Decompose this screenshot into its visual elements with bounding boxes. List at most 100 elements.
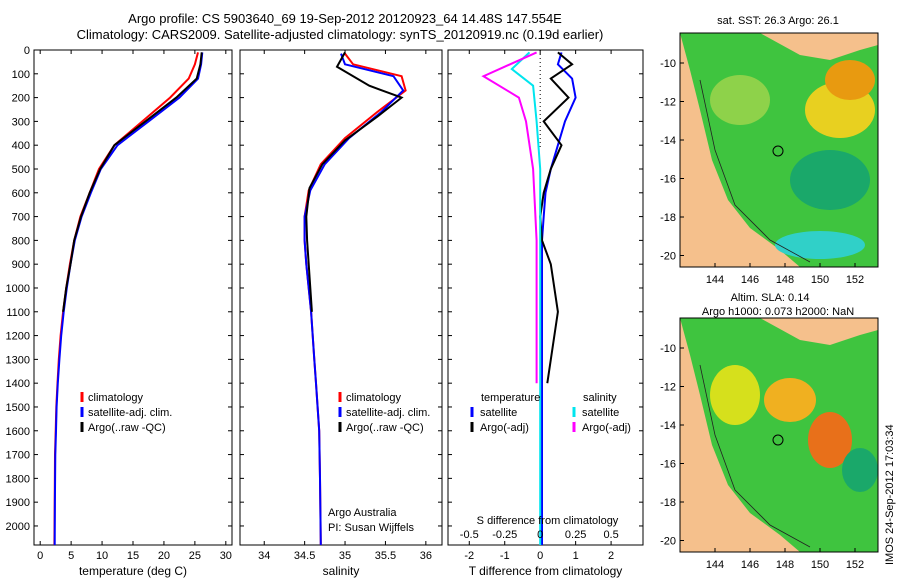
x-tick-label: 20 (158, 550, 170, 562)
sst-map-cold-patch (775, 231, 865, 259)
figure-title-line1: Argo profile: CS 5903640_69 19-Sep-2012 … (128, 11, 562, 26)
sla-map-frame (679, 317, 879, 553)
panel-salinity: 34 34.5 35 35.5 36 salinity climatology satelli… (239, 49, 443, 578)
map-y-tick-label: -18 (660, 497, 676, 509)
map-y-tick-label: -16 (660, 174, 676, 186)
x-tick-label: 5 (68, 550, 74, 562)
x-tick-label-s: 0.5 (603, 529, 618, 541)
map-x-tick-label: 144 (706, 559, 724, 571)
y-tick-label: 1900 (6, 497, 30, 509)
y-tick-label: 1700 (6, 450, 30, 462)
y-tick-label: 1000 (6, 283, 30, 295)
imos-timestamp: IMOS 24-Sep-2012 17:03:34 (884, 424, 896, 565)
map-y-tick-label: -12 (660, 97, 676, 109)
series-line-argo-raw-qc- (62, 52, 203, 312)
sla-map-png-land (760, 318, 878, 345)
x-tick-label: 35.5 (375, 550, 396, 562)
sla-map-contour (699, 364, 811, 548)
map-y-tick-label: -10 (660, 343, 676, 355)
series-group (303, 51, 407, 545)
y-tick-label: 400 (12, 140, 30, 152)
map-y-tick-label: -14 (660, 135, 676, 147)
x-tick-label: 34 (258, 550, 270, 562)
sst-map-png-land (760, 33, 878, 60)
y-tick-label: 200 (12, 93, 30, 105)
legend-label: Argo(-adj) (582, 422, 631, 434)
sla-map-high-patch (764, 378, 816, 422)
map-x-tick-label: 152 (846, 559, 864, 571)
series-line-t-argo-adj- (539, 51, 574, 384)
y-tick-label: 1300 (6, 354, 30, 366)
legend-label: climatology (88, 392, 144, 404)
x-tick-label: 34.5 (294, 550, 315, 562)
map-x-tick-label: 148 (776, 274, 794, 286)
map-y-tick-label: -12 (660, 382, 676, 394)
y-tick-label: 700 (12, 212, 30, 224)
y-tick-label: 300 (12, 116, 30, 128)
x-axis-label-top: S difference from climatology (477, 515, 619, 527)
y-tick-label: 100 (12, 69, 30, 81)
x-tick-label-s: 0.25 (565, 529, 586, 541)
legend-label: satellite (582, 407, 619, 419)
y-tick-label: 1500 (6, 402, 30, 414)
sst-map-float-marker (772, 145, 784, 157)
legend-title: temperature (481, 392, 540, 404)
y-tick-label: 1600 (6, 426, 30, 438)
x-axis-label: temperature (deg C) (79, 564, 187, 578)
sla-map-mid-patch (710, 365, 760, 425)
map-x-tick-label: 144 (706, 274, 724, 286)
legend-label: climatology (346, 392, 402, 404)
y-tick-label: 2000 (6, 521, 30, 533)
annotation-line: Argo Australia (328, 507, 397, 519)
x-tick-label: 0 (37, 550, 43, 562)
map-x-tick-label: 150 (811, 274, 829, 286)
map-x-tick-label: 152 (846, 274, 864, 286)
figure-title-line2: Climatology: CARS2009. Satellite-adjuste… (77, 27, 604, 42)
sst-map-contour (699, 79, 811, 263)
x-tick-label-s: -0.5 (460, 529, 479, 541)
x-tick-label: 10 (96, 550, 108, 562)
x-tick-label: 35 (339, 550, 351, 562)
sla-map-float-marker (772, 434, 784, 446)
map-y-tick-label: -20 (660, 536, 676, 548)
map-x-tick-label: 148 (776, 559, 794, 571)
y-tick-label: 1400 (6, 378, 30, 390)
map-y-tick-label: -16 (660, 459, 676, 471)
legend-label: Argo(..raw -QC) (346, 422, 424, 434)
series-group (53, 52, 204, 545)
panel-frame (447, 49, 644, 546)
series-line-s-satellite (510, 51, 542, 545)
x-tick-label: 15 (127, 550, 139, 562)
y-tick-label: 1200 (6, 331, 30, 343)
map-x-tick-label: 146 (741, 559, 759, 571)
panel-differences: -2 -1 0 1 2 T difference from climatology temp… (447, 49, 644, 578)
map-y-tick-label: -18 (660, 212, 676, 224)
map-x-tick-label: 150 (811, 559, 829, 571)
sst-map-hot-patch (825, 60, 875, 100)
y-tick-label: 500 (12, 164, 30, 176)
panel-frame (33, 49, 233, 546)
x-tick-label: 36 (420, 550, 432, 562)
x-tick-label: 2 (608, 550, 614, 562)
panel-frame (239, 49, 443, 546)
x-tick-label: -1 (500, 550, 510, 562)
series-line-argo-raw-qc- (305, 51, 404, 312)
x-tick-label: 30 (220, 550, 232, 562)
x-tick-label: 0 (537, 550, 543, 562)
sst-map-cool-patch (790, 150, 870, 210)
x-axis-label: salinity (323, 564, 360, 578)
map-x-tick-label: 146 (741, 274, 759, 286)
sla-map: Altim. SLA: 0.14 Argo h1000: 0.073 h2000… (660, 292, 879, 571)
y-tick-label: 1800 (6, 473, 30, 485)
sla-map-title-line1: Altim. SLA: 0.14 (731, 292, 810, 304)
sla-map-title-line2: Argo h1000: 0.073 h2000: NaN (702, 306, 854, 318)
sst-map-frame (679, 32, 879, 268)
panel-temperature: 0100200300400500600700800900100011001200… (6, 45, 233, 578)
legend-title: salinity (583, 392, 617, 404)
sst-map-title: sat. SST: 26.3 Argo: 26.1 (717, 15, 839, 27)
y-tick-label: 1100 (6, 307, 30, 319)
series-line-satellite-adj-clim- (303, 53, 405, 545)
x-tick-label-s: 0 (537, 529, 543, 541)
legend-label: satellite (480, 407, 517, 419)
